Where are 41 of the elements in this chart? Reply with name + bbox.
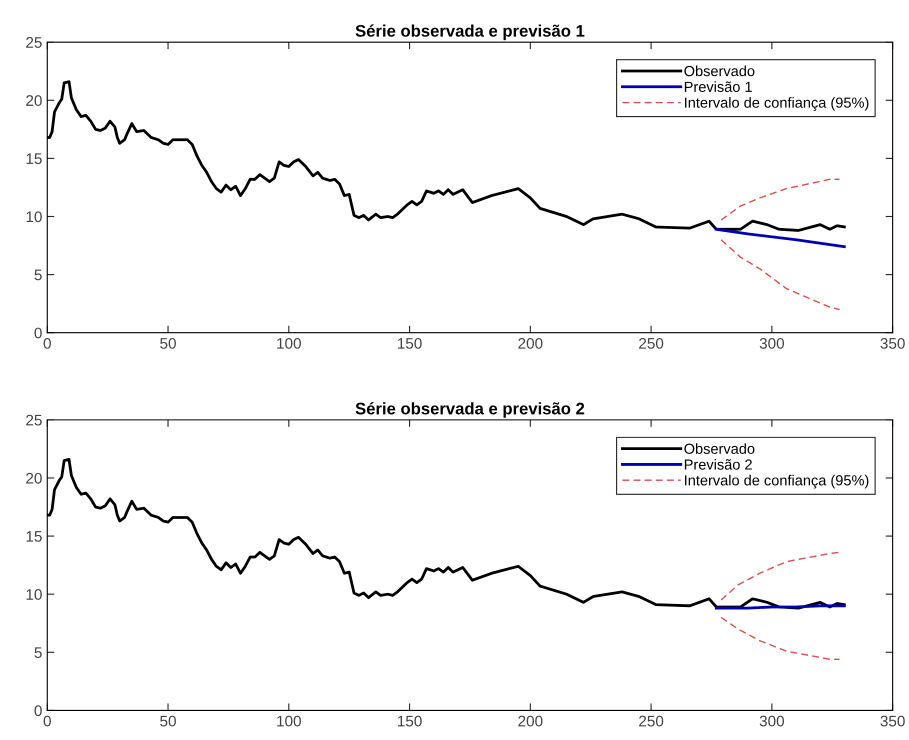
legend-label: Intervalo de confiança (95%) [685, 97, 868, 111]
x-tick-label: 0 [44, 716, 51, 726]
x-tick-label: 200 [518, 716, 542, 726]
y-tick-label: 15 [26, 531, 42, 542]
y-tick-label: 20 [26, 472, 42, 484]
y-tick-label: 15 [26, 153, 42, 164]
x-tick-label: 50 [160, 338, 176, 349]
legend-label: Observado [684, 443, 754, 454]
x-tick-label: 350 [880, 716, 905, 726]
x-tick-label: 200 [518, 338, 542, 349]
chart-title: Série observada e previsão 2 [356, 402, 584, 418]
y-tick-label: 25 [26, 414, 42, 426]
y-tick-label: 10 [26, 589, 42, 600]
y-tick-label: 5 [34, 647, 42, 658]
legend-label: Previsão 2 [684, 458, 752, 470]
x-tick-label: 100 [277, 338, 301, 349]
line-series [720, 239, 840, 310]
x-tick-label: 350 [880, 338, 905, 349]
x-tick-label: 300 [760, 338, 784, 349]
y-tick-label: 25 [26, 37, 42, 48]
x-tick-label: 150 [398, 716, 422, 726]
x-tick-label: 100 [277, 716, 301, 726]
x-tick-label: 150 [398, 338, 422, 349]
y-tick-label: 5 [34, 270, 42, 280]
line-series [720, 178, 840, 221]
line-series [720, 552, 840, 601]
legend-label: Intervalo de confiança (95%) [685, 474, 868, 488]
y-tick-label: 0 [34, 705, 42, 716]
line-series [714, 228, 846, 248]
x-tick-label: 250 [639, 716, 664, 726]
y-tick-label: 10 [26, 211, 42, 222]
line-series [720, 616, 840, 660]
x-tick-label: 0 [44, 338, 51, 349]
legend-label: Previsão 1 [684, 81, 752, 92]
chart-title: Série observada e previsão 1 [356, 24, 584, 40]
x-tick-label: 50 [160, 716, 176, 726]
x-tick-label: 300 [760, 716, 784, 726]
y-tick-label: 20 [26, 95, 42, 106]
x-tick-label: 250 [639, 338, 664, 349]
y-tick-label: 0 [34, 328, 42, 338]
legend-label: Observado [684, 66, 754, 76]
